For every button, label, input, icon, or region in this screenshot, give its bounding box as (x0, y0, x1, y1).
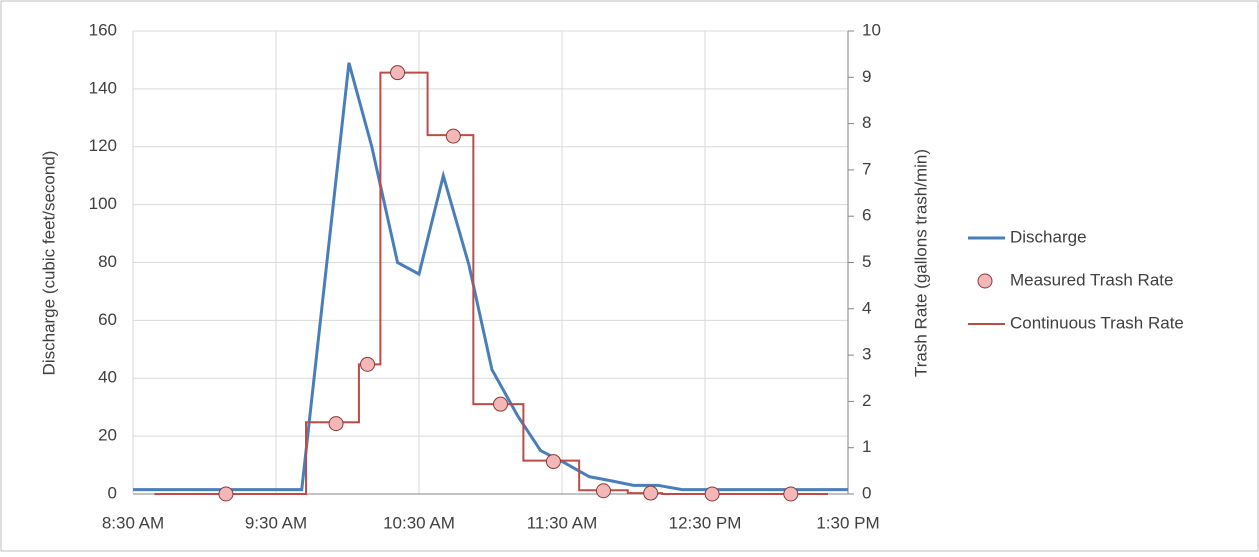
data-point (783, 486, 799, 502)
legend-label: Discharge (1010, 227, 1087, 246)
y-tick-label: 20 (98, 426, 117, 445)
y-tick-label: 100 (89, 194, 117, 213)
data-point (445, 128, 461, 144)
y-tick-label: 60 (98, 310, 117, 329)
y2-tick-label: 0 (862, 483, 871, 502)
y-tick-label: 40 (98, 368, 117, 387)
x-tick-label: 8:30 AM (102, 513, 164, 532)
legend-label: Continuous Trash Rate (1010, 313, 1184, 332)
y-tick-label: 160 (89, 20, 117, 39)
data-point (390, 65, 406, 81)
y2-tick-label: 9 (862, 67, 871, 86)
y2-axis-label: Trash Rate (gallons trash/min) (911, 149, 930, 377)
y-axis-label: Discharge (cubic feet/second) (39, 151, 58, 376)
x-tick-label: 1:30 PM (816, 513, 879, 532)
y-tick-label: 0 (108, 483, 117, 502)
data-point (595, 483, 611, 499)
legend-marker (977, 273, 993, 289)
y2-tick-label: 3 (862, 345, 871, 364)
legend-label: Measured Trash Rate (1010, 270, 1173, 289)
y2-tick-label: 4 (862, 298, 871, 317)
y2-tick-label: 7 (862, 159, 871, 178)
data-point (704, 486, 720, 502)
y-tick-label: 140 (89, 78, 117, 97)
y2-tick-label: 8 (862, 113, 871, 132)
data-point (328, 416, 344, 432)
x-tick-label: 11:30 AM (527, 513, 598, 532)
data-point (218, 486, 234, 502)
y2-tick-label: 10 (862, 20, 881, 39)
y2-tick-label: 1 (862, 437, 871, 456)
x-tick-label: 10:30 AM (383, 513, 455, 532)
y2-tick-label: 6 (862, 206, 871, 225)
discharge-line (133, 62, 848, 492)
y-tick-label: 120 (89, 136, 117, 155)
step-line (154, 71, 828, 495)
y2-tick-label: 2 (862, 391, 871, 410)
y-tick-label: 80 (98, 252, 117, 271)
data-point (545, 454, 561, 470)
data-point (360, 356, 376, 372)
data-point (493, 396, 509, 412)
x-tick-label: 12:30 PM (669, 513, 742, 532)
y2-tick-label: 5 (862, 252, 871, 271)
x-tick-label: 9:30 AM (245, 513, 307, 532)
data-point (643, 485, 659, 501)
